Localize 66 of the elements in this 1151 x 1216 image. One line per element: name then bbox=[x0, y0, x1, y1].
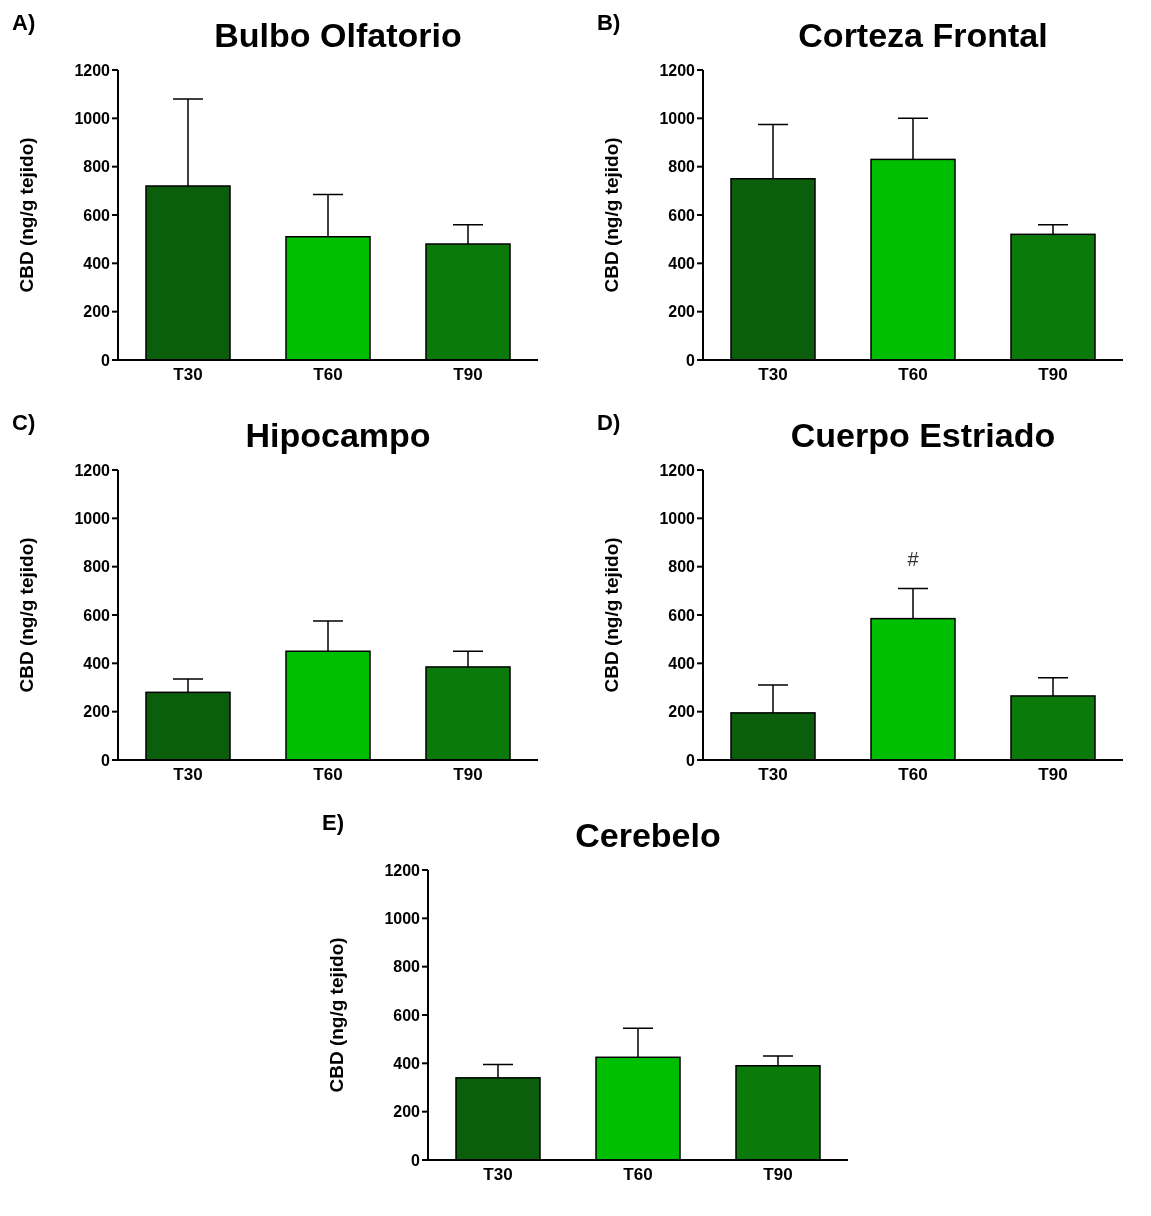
text: E) bbox=[322, 810, 344, 836]
x-tick-label: T30 bbox=[758, 765, 788, 785]
text: C) bbox=[12, 410, 36, 436]
y-tick-label: 400 bbox=[668, 655, 696, 673]
y-tick-label: 600 bbox=[83, 206, 111, 224]
x-tick-label: T60 bbox=[898, 365, 928, 385]
text: A) bbox=[12, 10, 36, 36]
y-tick-label: 800 bbox=[668, 558, 696, 576]
text: B) bbox=[597, 10, 621, 36]
y-tick-label: 1000 bbox=[659, 110, 696, 128]
y-tick-label: 400 bbox=[668, 255, 696, 273]
y-tick-label: 600 bbox=[393, 1006, 421, 1024]
x-tick-label: T90 bbox=[453, 365, 483, 385]
y-tick-label: 1000 bbox=[74, 510, 111, 528]
y-tick-label: 800 bbox=[83, 558, 111, 576]
y-tick-label: 600 bbox=[668, 206, 696, 224]
text: D) bbox=[597, 410, 621, 436]
y-tick-label: 0 bbox=[411, 1151, 421, 1169]
y-tick-label: 600 bbox=[668, 606, 696, 624]
y-tick-label: 200 bbox=[393, 1103, 421, 1121]
y-tick-label: 1000 bbox=[384, 910, 421, 928]
y-tick-label: 0 bbox=[101, 751, 111, 769]
y-tick-label: 800 bbox=[668, 158, 696, 176]
chart-title: Bulbo Olfatorio bbox=[213, 16, 463, 55]
y-tick-label: 800 bbox=[393, 958, 421, 976]
y-tick-label: 1200 bbox=[659, 61, 696, 79]
y-tick-label: 600 bbox=[83, 606, 111, 624]
x-tick-label: T90 bbox=[763, 1165, 793, 1185]
y-axis-title: CBD (ng/g tejido) bbox=[600, 537, 622, 693]
chart-title: Cuerpo Estriado bbox=[789, 416, 1057, 455]
y-axis-title: CBD (ng/g tejido) bbox=[600, 137, 622, 293]
y-tick-label: 0 bbox=[101, 351, 111, 369]
x-tick-label: T60 bbox=[898, 765, 928, 785]
x-tick-label: T60 bbox=[623, 1165, 653, 1185]
x-tick-label: T60 bbox=[313, 365, 343, 385]
y-tick-label: 200 bbox=[668, 303, 696, 321]
chart-title: Corteza Frontal bbox=[797, 16, 1049, 55]
annotation: # bbox=[907, 548, 920, 571]
y-tick-label: 400 bbox=[83, 255, 111, 273]
chart-title: Hipocampo bbox=[244, 416, 432, 455]
y-tick-label: 800 bbox=[83, 158, 111, 176]
x-tick-label: T30 bbox=[173, 765, 203, 785]
y-axis-title: CBD (ng/g tejido) bbox=[15, 537, 37, 693]
y-tick-label: 200 bbox=[83, 703, 111, 721]
y-tick-label: 1000 bbox=[659, 510, 696, 528]
y-tick-label: 0 bbox=[686, 351, 696, 369]
x-tick-label: T30 bbox=[483, 1165, 513, 1185]
x-tick-label: T30 bbox=[758, 365, 788, 385]
y-tick-label: 200 bbox=[668, 703, 696, 721]
y-axis-title: CBD (ng/g tejido) bbox=[15, 137, 37, 293]
y-tick-label: 0 bbox=[686, 751, 696, 769]
y-tick-label: 1200 bbox=[659, 461, 696, 479]
x-tick-label: T90 bbox=[453, 765, 483, 785]
y-tick-label: 1200 bbox=[74, 461, 111, 479]
y-tick-label: 400 bbox=[393, 1055, 421, 1073]
chart-title: Cerebelo bbox=[574, 816, 722, 855]
x-tick-label: T60 bbox=[313, 765, 343, 785]
y-axis-title: CBD (ng/g tejido) bbox=[325, 937, 347, 1093]
x-tick-label: T90 bbox=[1038, 365, 1068, 385]
y-tick-label: 200 bbox=[83, 303, 111, 321]
y-tick-label: 400 bbox=[83, 655, 111, 673]
y-tick-label: 1000 bbox=[74, 110, 111, 128]
x-tick-label: T30 bbox=[173, 365, 203, 385]
y-tick-label: 1200 bbox=[74, 61, 111, 79]
x-tick-label: T90 bbox=[1038, 765, 1068, 785]
y-tick-label: 1200 bbox=[384, 861, 421, 879]
